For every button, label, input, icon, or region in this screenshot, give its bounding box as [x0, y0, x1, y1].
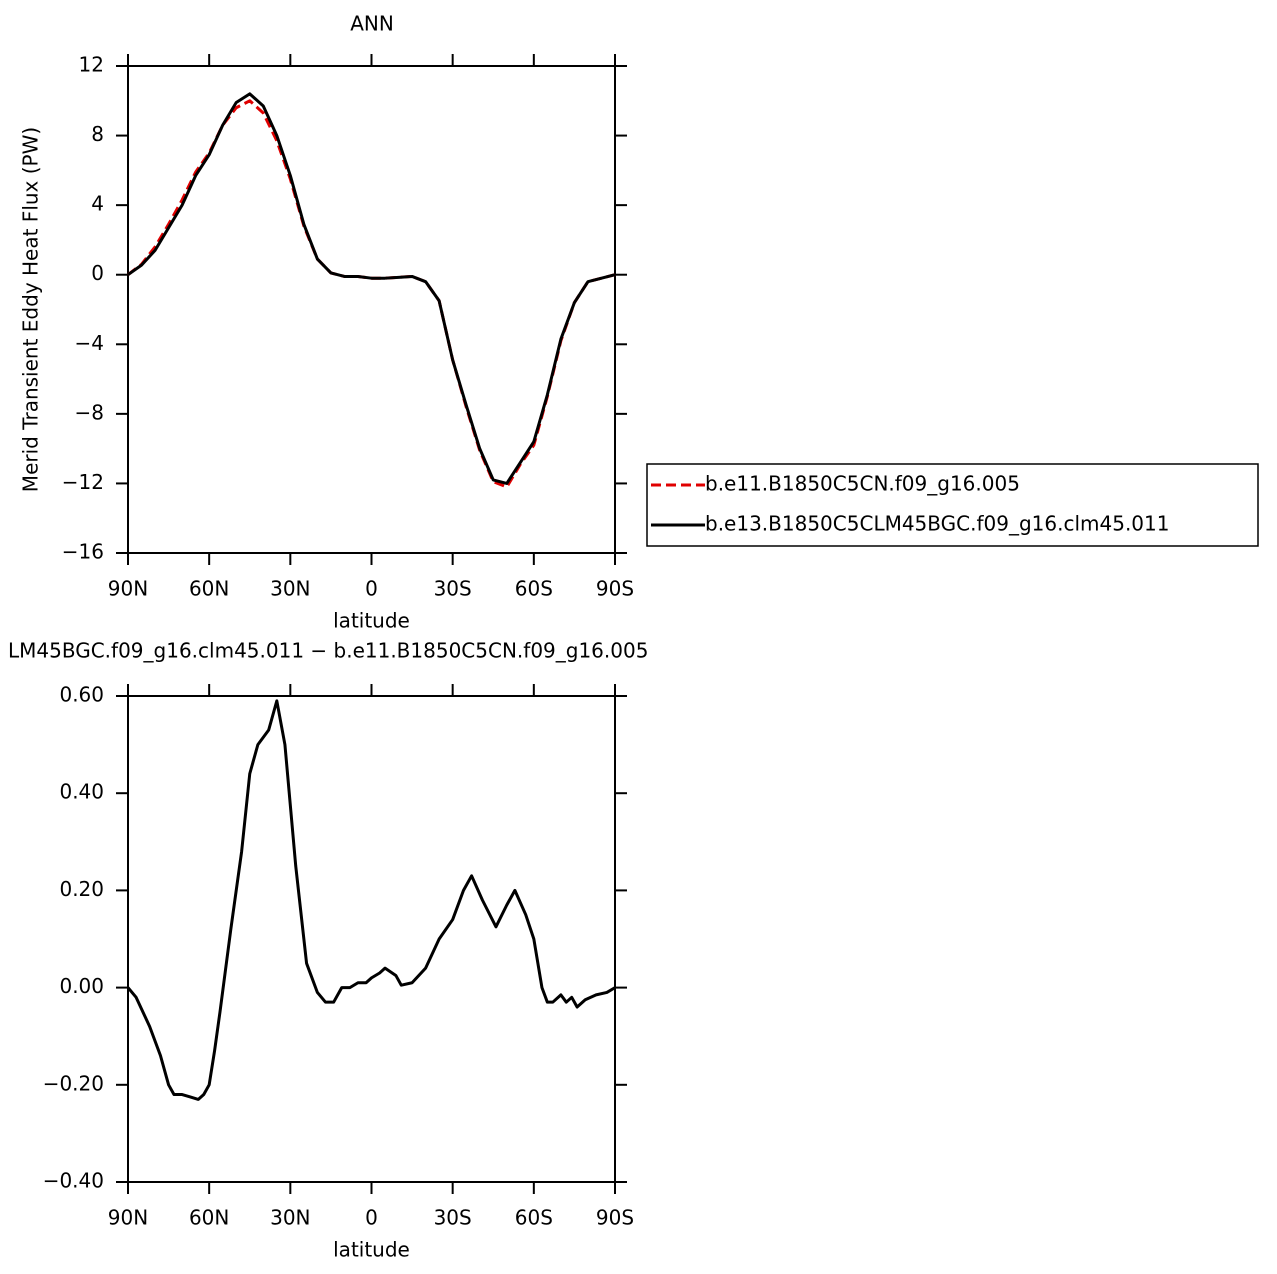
x-tick-label: 30S: [434, 577, 472, 601]
x-tick-label: 60N: [189, 1206, 229, 1230]
legend-label: b.e13.B1850C5CLM45BGC.f09_g16.clm45.011: [705, 512, 1169, 536]
x-tick-label: 60S: [515, 1206, 553, 1230]
y-tick-label: −16: [62, 540, 104, 564]
plot-frame: [127, 695, 616, 1183]
x-tick-label: 30S: [434, 1206, 472, 1230]
x-tick-label: 90S: [596, 577, 634, 601]
y-tick-label: 12: [79, 53, 104, 77]
data-line: [126, 699, 616, 1101]
x-tick-label: 0: [365, 577, 378, 601]
y-tick-label: 0: [91, 261, 104, 285]
y-axis-label: Merid Transient Eddy Heat Flux (PW): [19, 756, 43, 1121]
y-axis-label: Merid Transient Eddy Heat Flux (PW): [19, 127, 43, 492]
chart-title: LM45BGC.f09_g16.clm45.011 − b.e11.B1850C…: [8, 639, 648, 663]
y-tick-label: −0.40: [43, 1169, 104, 1193]
y-tick-label: 4: [91, 192, 104, 216]
data-line: [127, 99, 616, 489]
x-axis-label: latitude: [333, 609, 410, 633]
y-tick-label: −4: [75, 331, 104, 355]
plot-frame: [127, 65, 616, 554]
y-tick-label: −12: [62, 470, 104, 494]
x-axis-label: latitude: [333, 1238, 410, 1262]
y-tick-label: 0.40: [59, 780, 104, 804]
x-tick-label: 0: [365, 1206, 378, 1230]
legend-box: [646, 463, 1259, 547]
data-line: [127, 92, 616, 485]
legend-label: b.e11.B1850C5CN.f09_g16.005: [705, 472, 1020, 496]
y-tick-label: 0.20: [59, 877, 104, 901]
y-tick-label: 0.00: [59, 974, 104, 998]
x-tick-label: 60N: [189, 577, 229, 601]
y-tick-label: 0.60: [59, 683, 104, 707]
x-tick-label: 60S: [515, 577, 553, 601]
x-tick-label: 30N: [270, 577, 310, 601]
x-tick-label: 30N: [270, 1206, 310, 1230]
y-tick-label: −0.20: [43, 1071, 104, 1095]
x-tick-label: 90N: [108, 1206, 148, 1230]
x-tick-label: 90S: [596, 1206, 634, 1230]
y-tick-label: −8: [75, 400, 104, 424]
y-tick-label: 8: [91, 122, 104, 146]
x-tick-label: 90N: [108, 577, 148, 601]
chart-title: ANN: [350, 12, 394, 36]
